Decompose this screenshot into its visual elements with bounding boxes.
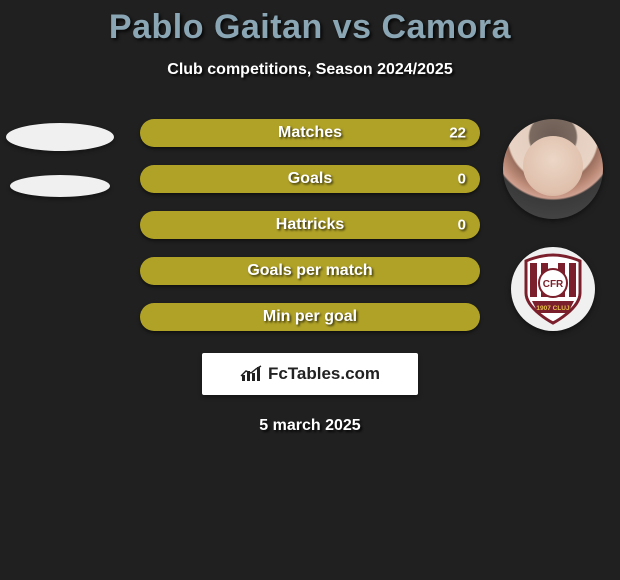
svg-text:1907 CLUJ: 1907 CLUJ bbox=[536, 305, 570, 312]
stat-rows: Matches 22 Goals 0 Hattricks 0 Goals per… bbox=[140, 119, 480, 331]
stat-label: Hattricks bbox=[276, 216, 344, 234]
brand-text: FcTables.com bbox=[268, 364, 380, 384]
right-player-avatar bbox=[503, 119, 603, 219]
stat-label: Goals per match bbox=[247, 262, 372, 280]
stat-label: Min per goal bbox=[263, 308, 357, 326]
brand-badge[interactable]: FcTables.com bbox=[202, 353, 418, 395]
comparison-card: Pablo Gaitan vs Camora Club competitions… bbox=[0, 0, 620, 435]
stat-row-goals: Goals 0 bbox=[140, 165, 480, 193]
stats-area: CFR 1907 CLUJ Matches 22 Goals 0 Ha bbox=[0, 119, 620, 435]
date-text: 5 march 2025 bbox=[0, 417, 620, 435]
svg-text:CFR: CFR bbox=[543, 279, 564, 290]
stat-row-min-per-goal: Min per goal bbox=[140, 303, 480, 331]
stat-row-goals-per-match: Goals per match bbox=[140, 257, 480, 285]
stat-row-matches: Matches 22 bbox=[140, 119, 480, 147]
stat-label: Matches bbox=[278, 124, 342, 142]
right-club-badge: CFR 1907 CLUJ bbox=[511, 247, 595, 331]
page-subtitle: Club competitions, Season 2024/2025 bbox=[0, 61, 620, 79]
left-club-badge-placeholder bbox=[10, 175, 110, 197]
stat-right-value: 0 bbox=[458, 171, 466, 188]
page-title: Pablo Gaitan vs Camora bbox=[0, 8, 620, 47]
right-player-column: CFR 1907 CLUJ bbox=[498, 119, 608, 331]
stat-right-value: 22 bbox=[449, 125, 466, 142]
stat-right-value: 0 bbox=[458, 217, 466, 234]
stat-row-hattricks: Hattricks 0 bbox=[140, 211, 480, 239]
bar-chart-icon bbox=[240, 365, 262, 383]
left-player-column bbox=[0, 119, 120, 197]
cfr-badge-icon: CFR 1907 CLUJ bbox=[522, 253, 584, 325]
left-player-avatar-placeholder bbox=[6, 123, 114, 151]
stat-label: Goals bbox=[288, 170, 332, 188]
